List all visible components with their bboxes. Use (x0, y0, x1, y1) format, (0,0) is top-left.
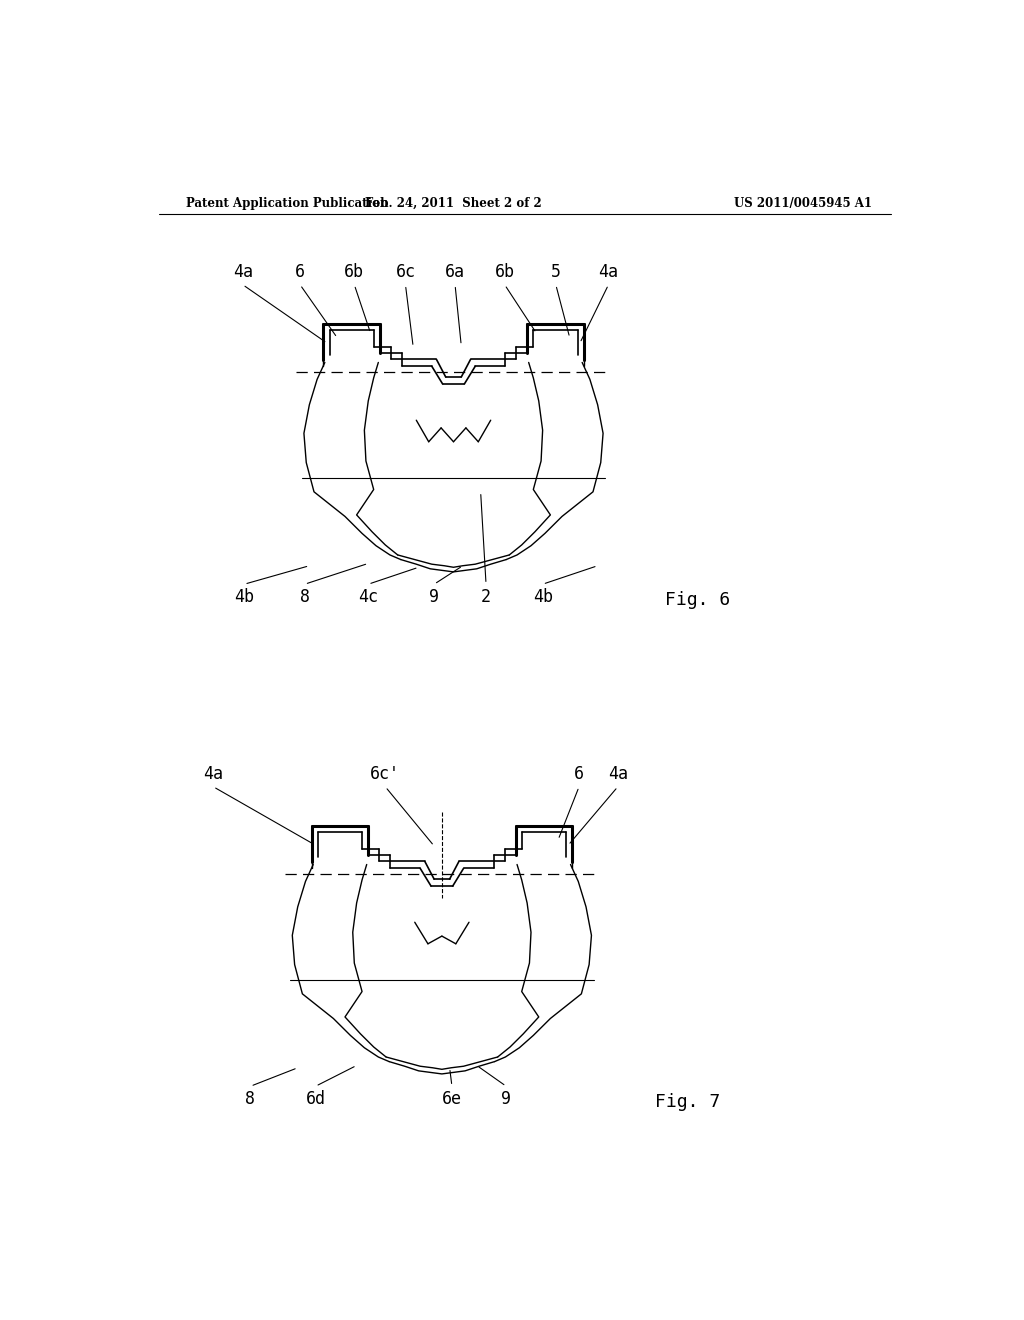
Text: US 2011/0045945 A1: US 2011/0045945 A1 (734, 197, 872, 210)
Text: 4a: 4a (608, 766, 628, 783)
Text: Fig. 7: Fig. 7 (655, 1093, 720, 1111)
Text: 6: 6 (574, 766, 584, 783)
Text: 6c: 6c (395, 264, 416, 281)
Text: 5: 5 (551, 264, 561, 281)
Text: 6b: 6b (495, 264, 515, 281)
Text: Fig. 6: Fig. 6 (665, 591, 730, 610)
Text: 6c': 6c' (371, 766, 400, 783)
Text: 8: 8 (246, 1089, 255, 1107)
Text: 6: 6 (295, 264, 305, 281)
Text: 4b: 4b (532, 587, 553, 606)
Text: 6b: 6b (344, 264, 365, 281)
Text: 6d: 6d (305, 1089, 326, 1107)
Text: Feb. 24, 2011  Sheet 2 of 2: Feb. 24, 2011 Sheet 2 of 2 (366, 197, 542, 210)
Text: 2: 2 (481, 587, 492, 606)
Text: 4c: 4c (358, 587, 378, 606)
Text: 6a: 6a (445, 264, 465, 281)
Text: 4a: 4a (232, 264, 253, 281)
Text: 8: 8 (300, 587, 309, 606)
Text: 4a: 4a (598, 264, 618, 281)
Text: Patent Application Publication: Patent Application Publication (186, 197, 389, 210)
Text: 4a: 4a (203, 766, 223, 783)
Text: 9: 9 (429, 587, 439, 606)
Text: 9: 9 (501, 1089, 511, 1107)
Text: 4b: 4b (234, 587, 254, 606)
Text: 6e: 6e (442, 1089, 462, 1107)
